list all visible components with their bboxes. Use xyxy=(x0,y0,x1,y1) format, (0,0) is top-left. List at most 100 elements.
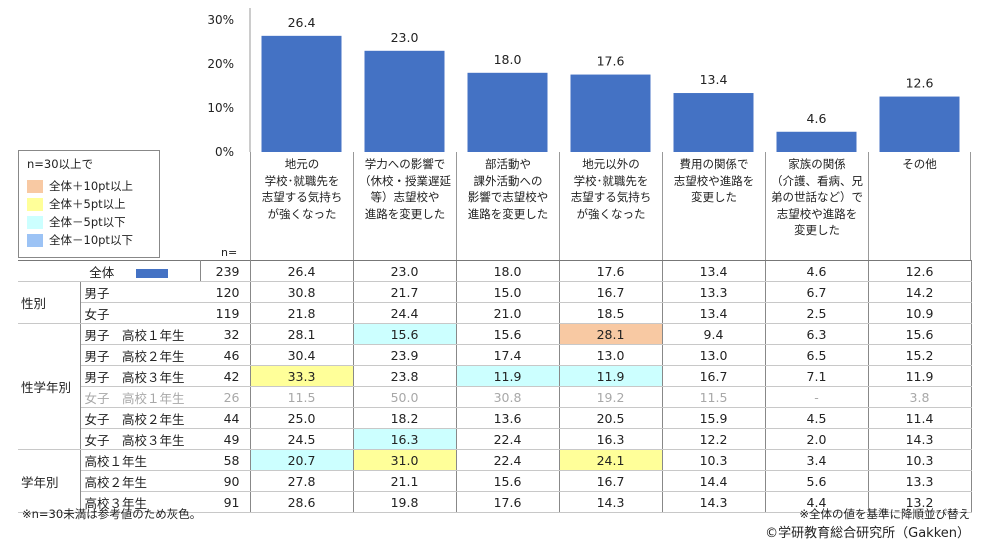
value-cell: 12.6 xyxy=(867,260,972,282)
value-cell: 10.3 xyxy=(867,449,972,471)
row-label: 男子 高校２年生 xyxy=(80,344,200,366)
legend-item-minus5: 全体－5pt以下 xyxy=(27,215,126,229)
row-n: 90 xyxy=(200,470,251,492)
bar xyxy=(879,96,960,152)
value-cell: 18.2 xyxy=(352,407,456,429)
value-cell: 6.3 xyxy=(764,323,868,345)
value-cell: 50.0 xyxy=(352,386,456,408)
bar-value-label: 13.4 xyxy=(700,72,728,87)
value-cell: 21.0 xyxy=(455,302,559,324)
value-cell: 6.5 xyxy=(764,344,868,366)
value-cell: 30.8 xyxy=(249,281,353,303)
value-cell: 14.3 xyxy=(558,491,662,513)
row-label: 男子 高校１年生 xyxy=(80,323,200,345)
value-cell: 3.8 xyxy=(867,386,972,408)
value-cell: 21.1 xyxy=(352,470,456,492)
value-cell: 33.3 xyxy=(249,365,353,387)
footnote-left: ※n=30未満は参考値のため灰色。 xyxy=(22,507,202,521)
value-cell: 16.7 xyxy=(558,470,662,492)
y-tick-label: 0% xyxy=(215,145,234,159)
legend: n=30以上で 全体＋10pt以上 全体＋5pt以上 全体－5pt以下 全体－1… xyxy=(18,150,160,258)
value-cell: 25.0 xyxy=(249,407,353,429)
value-cell: 15.2 xyxy=(867,344,972,366)
value-cell: 17.6 xyxy=(455,491,559,513)
bar xyxy=(570,74,651,152)
category-header: 部活動や 課外活動への 影響で志望校や 進路を変更した xyxy=(456,152,559,260)
row-n: 44 xyxy=(200,407,251,429)
value-cell: 16.7 xyxy=(661,365,765,387)
row-n: 49 xyxy=(200,428,251,450)
legend-item-plus5: 全体＋5pt以上 xyxy=(27,197,126,211)
value-cell: 14.3 xyxy=(867,428,972,450)
value-cell: 30.4 xyxy=(249,344,353,366)
value-cell: 23.8 xyxy=(352,365,456,387)
row-label: 女子 高校３年生 xyxy=(80,428,200,450)
value-cell: 23.0 xyxy=(352,260,456,282)
value-cell: 2.5 xyxy=(764,302,868,324)
value-cell: 4.6 xyxy=(764,260,868,282)
group-label: 性別 xyxy=(18,281,81,324)
value-cell: 18.0 xyxy=(455,260,559,282)
row-n: 26 xyxy=(200,386,251,408)
value-cell: 7.1 xyxy=(764,365,868,387)
value-cell: 24.4 xyxy=(352,302,456,324)
row-label: 女子 高校１年生 xyxy=(80,386,200,408)
value-cell: 27.8 xyxy=(249,470,353,492)
value-cell: 15.0 xyxy=(455,281,559,303)
table-row: 女子 高校２年生 44 25.0 18.2 13.6 20.5 15.9 4.5 11.4 xyxy=(18,407,972,429)
value-cell: 17.6 xyxy=(558,260,662,282)
bar-value-label: 4.6 xyxy=(807,111,827,126)
bar-chart: 30% 20% 10% 0% 26.4 23.0 18.0 17.6 13.4 4.6 12.6 xyxy=(207,8,960,159)
value-cell: 16.3 xyxy=(558,428,662,450)
bar-value-label: 12.6 xyxy=(906,76,934,91)
n-header: n= xyxy=(221,246,238,259)
bar-value-label: 23.0 xyxy=(391,30,419,45)
legend-title: n=30以上で xyxy=(27,157,94,171)
category-header: 費用の関係で 志望校や進路を 変更した xyxy=(662,152,765,260)
value-cell: 4.5 xyxy=(764,407,868,429)
row-label: 女子 xyxy=(80,302,200,324)
value-cell: 11.9 xyxy=(558,365,662,387)
y-tick-label: 30% xyxy=(207,13,234,27)
row-label: 全体 xyxy=(18,260,201,282)
bar-value-label: 26.4 xyxy=(288,15,316,30)
bar-value-label: 17.6 xyxy=(597,54,625,69)
value-cell: 9.4 xyxy=(661,323,765,345)
value-cell: 5.6 xyxy=(764,470,868,492)
value-cell: 15.6 xyxy=(867,323,972,345)
value-cell: 10.3 xyxy=(661,449,765,471)
value-cell: 3.4 xyxy=(764,449,868,471)
value-cell: 15.9 xyxy=(661,407,765,429)
row-n: 32 xyxy=(200,323,251,345)
value-cell: 21.8 xyxy=(249,302,353,324)
table-row: 男子 高校２年生 46 30.4 23.9 17.4 13.0 13.0 6.5 15.2 xyxy=(18,344,972,366)
copyright: ©学研教育総合研究所（Gakken） xyxy=(765,526,970,541)
value-cell: 16.3 xyxy=(352,428,456,450)
value-cell: 13.4 xyxy=(661,302,765,324)
value-cell: 21.7 xyxy=(352,281,456,303)
bar xyxy=(673,93,754,152)
value-cell: 11.4 xyxy=(867,407,972,429)
bar xyxy=(261,35,342,153)
value-cell: 11.9 xyxy=(455,365,559,387)
row-label: 女子 高校２年生 xyxy=(80,407,200,429)
value-cell: 20.7 xyxy=(249,449,353,471)
value-cell: 15.6 xyxy=(352,323,456,345)
value-cell: 2.0 xyxy=(764,428,868,450)
value-cell: 13.3 xyxy=(661,281,765,303)
value-cell: 28.1 xyxy=(558,323,662,345)
value-cell: 20.5 xyxy=(558,407,662,429)
category-header: 学力への影響で （休校・授業遅延 等）志望校や 進路を変更した xyxy=(353,152,456,260)
group-label: 性学年別 xyxy=(18,323,81,450)
value-cell: 14.4 xyxy=(661,470,765,492)
value-cell: 13.3 xyxy=(867,470,972,492)
value-cell: 19.8 xyxy=(352,491,456,513)
row-n: 46 xyxy=(200,344,251,366)
row-label: 高校３年生 xyxy=(80,491,200,513)
table-row: 女子 高校３年生 49 24.5 16.3 22.4 16.3 12.2 2.0 14.3 xyxy=(18,428,972,450)
value-cell: 23.9 xyxy=(352,344,456,366)
bar-value-label: 18.0 xyxy=(494,52,522,67)
value-cell: 22.4 xyxy=(455,428,559,450)
table-row: 性別 男子 120 30.8 21.7 15.0 16.7 13.3 6.7 14.2 xyxy=(18,281,972,324)
table-row: 高校２年生 90 27.8 21.1 15.6 16.7 14.4 5.6 13.3 xyxy=(18,470,972,492)
